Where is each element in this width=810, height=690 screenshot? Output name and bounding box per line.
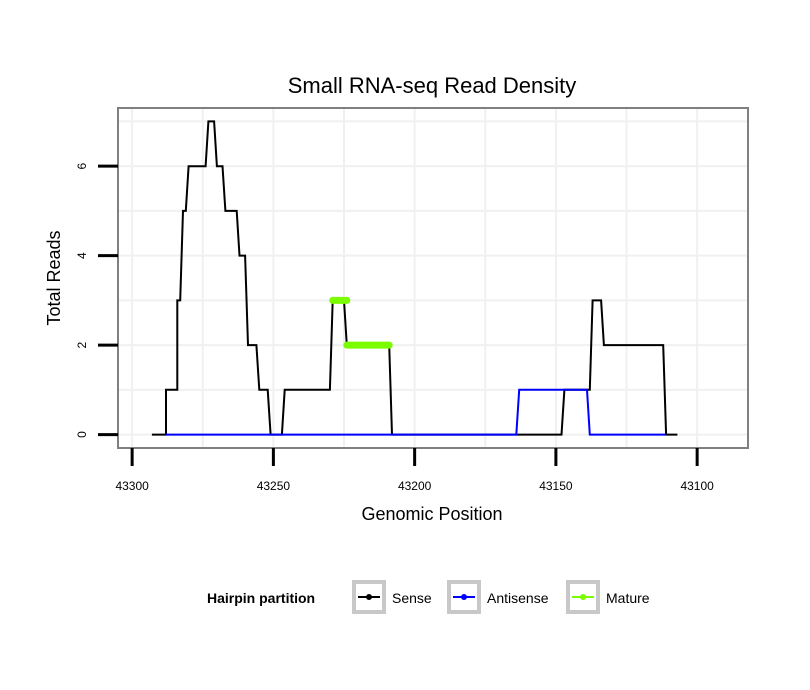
x-tick-label: 43250 <box>257 479 291 493</box>
plot-panel <box>118 108 748 448</box>
legend-label-sense: Sense <box>392 590 432 606</box>
legend-label-antisense: Antisense <box>487 590 549 606</box>
legend-key-dot-sense <box>366 594 372 600</box>
y-tick-label: 2 <box>75 341 89 348</box>
series-layer <box>151 120 678 436</box>
x-tick-label: 43100 <box>680 479 714 493</box>
legend-title: Hairpin partition <box>207 590 315 606</box>
x-axis-title: Genomic Position <box>361 504 502 524</box>
legend-key-dot-antisense <box>461 594 467 600</box>
series-line-antisense <box>166 388 667 436</box>
x-tick-label: 43150 <box>539 479 573 493</box>
x-axis: 43300 43250 43200 43150 43100 <box>115 448 714 493</box>
legend-label-mature: Mature <box>606 590 650 606</box>
legend-key-mature: Mature <box>566 580 650 614</box>
plot-border <box>117 107 749 449</box>
y-tick-label: 6 <box>75 163 89 170</box>
x-tick-label: 43200 <box>398 479 432 493</box>
legend-key-sense: Sense <box>352 580 432 614</box>
legend-key-antisense: Antisense <box>447 580 549 614</box>
y-axis: 0 2 4 6 <box>75 163 118 438</box>
legend-key-dot-mature <box>580 594 586 600</box>
y-axis-title: Total Reads <box>44 230 64 325</box>
grid-lines <box>118 108 748 448</box>
y-tick-label: 4 <box>75 252 89 259</box>
x-tick-label: 43300 <box>115 479 149 493</box>
legend: Hairpin partition Sense Antisense Mature <box>207 580 650 614</box>
y-tick-label: 0 <box>75 431 89 438</box>
chart-title: Small RNA-seq Read Density <box>288 73 577 98</box>
